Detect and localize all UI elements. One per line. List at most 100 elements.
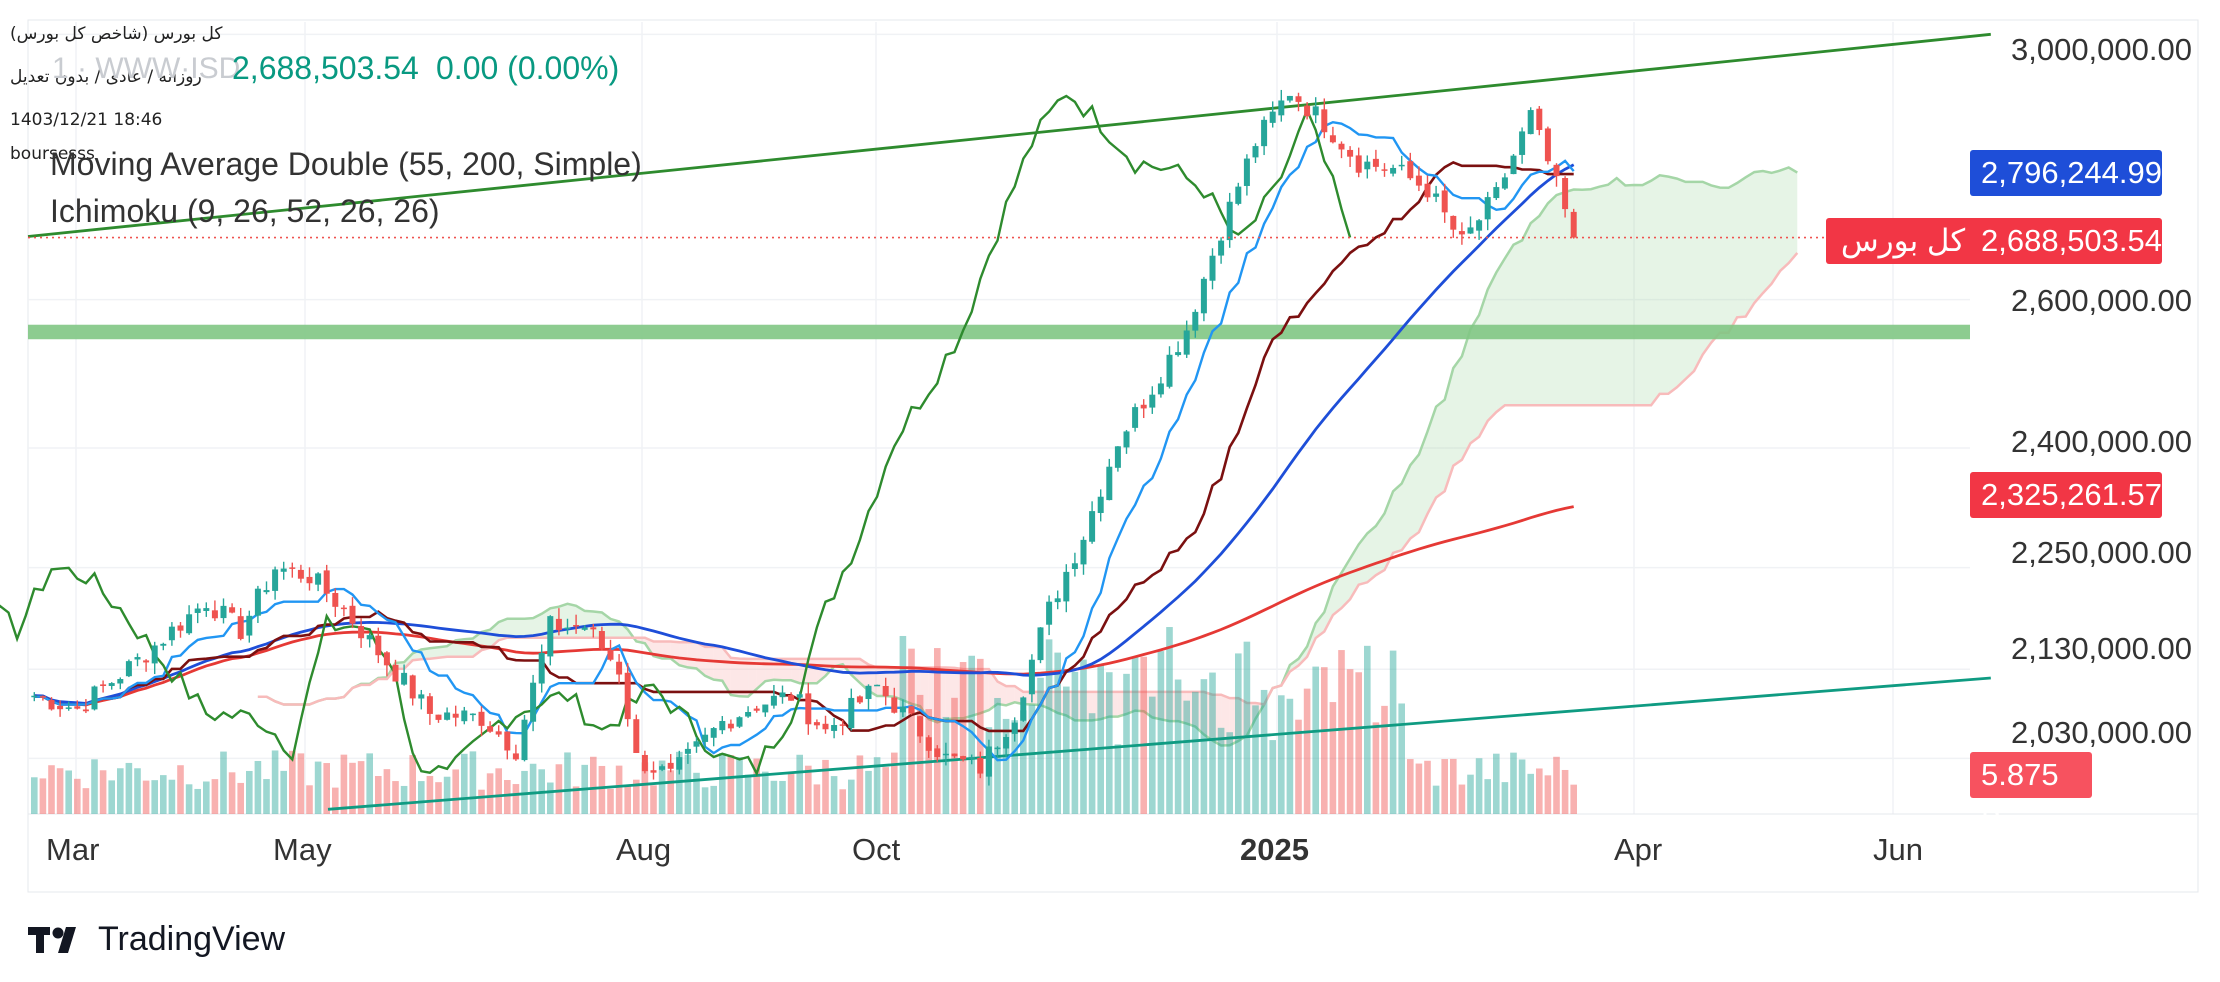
candle-body — [882, 686, 889, 697]
ichimoku-indicator-label[interactable]: Ichimoku (9, 26, 52, 26, 26) — [50, 193, 440, 229]
candle-body — [409, 675, 416, 699]
candle-body — [1235, 186, 1242, 204]
volume-bar — [529, 763, 537, 814]
ichimoku-cloud — [1737, 177, 1746, 318]
volume-bar — [1200, 679, 1208, 814]
volume-bar — [547, 782, 554, 814]
volume-bar — [650, 785, 657, 814]
candle-body — [91, 686, 98, 710]
candle-body — [1252, 146, 1259, 158]
candle-body — [564, 627, 571, 630]
price-tick: 2,400,000.00 — [2010, 424, 2192, 459]
ichimoku-cloud — [1788, 167, 1798, 263]
volume-bar — [1544, 775, 1552, 814]
volume-bar — [478, 789, 485, 814]
price-change-header: 0.00 (0.00%) — [436, 50, 620, 86]
candle-body — [1553, 164, 1560, 177]
candle-body — [1132, 407, 1139, 428]
candle-body — [616, 661, 623, 675]
ichimoku-cloud — [1513, 240, 1523, 406]
candle-body — [521, 719, 528, 761]
volume-bar — [942, 716, 950, 814]
candle-body — [177, 625, 184, 631]
candle-body — [383, 652, 390, 666]
candle-body — [1390, 167, 1397, 174]
price-chart[interactable] — [0, 0, 2220, 900]
candle-body — [1020, 697, 1027, 721]
candle-body — [1166, 354, 1173, 387]
candle-body — [736, 717, 743, 727]
ichimoku-cloud — [963, 669, 972, 719]
candle-body — [710, 728, 717, 738]
candle-body — [31, 695, 38, 698]
volume-bar — [1045, 639, 1053, 814]
candle-body — [547, 616, 554, 657]
candle-body — [100, 684, 107, 686]
ichimoku-cloud — [1694, 181, 1703, 372]
candle-body — [977, 757, 984, 774]
candle-body — [1312, 106, 1319, 116]
volume-bar — [228, 772, 236, 814]
pane-frame — [27, 19, 2199, 893]
volume-bar — [340, 754, 348, 814]
candle-body — [444, 712, 451, 720]
volume-bar — [237, 782, 244, 814]
ichimoku-cloud — [997, 681, 1007, 706]
candle-body — [168, 626, 175, 641]
ichimoku-cloud — [438, 646, 448, 658]
candle-body — [435, 714, 442, 720]
volume-bar — [495, 768, 502, 814]
ichimoku-cloud — [1685, 181, 1695, 380]
volume-bar — [1441, 759, 1448, 814]
ichimoku-cloud — [1238, 698, 1247, 741]
candle-body — [203, 608, 210, 611]
volume-bar — [839, 789, 846, 814]
ichimoku-cloud — [911, 667, 921, 707]
candle-body — [667, 762, 674, 769]
candle-body — [908, 706, 915, 714]
ichimoku-cloud — [1324, 586, 1333, 632]
volume-bar — [211, 779, 219, 814]
candle-body — [994, 747, 1001, 750]
volume-bar — [271, 750, 279, 814]
candle-body — [160, 643, 167, 646]
candle-body — [1372, 158, 1379, 167]
candle-body — [848, 697, 855, 729]
ichimoku-cloud — [1573, 189, 1583, 406]
time-label-apr: Apr — [1614, 832, 1663, 867]
candle-body — [349, 605, 356, 624]
volume-bar — [289, 750, 296, 814]
ma-indicator-label[interactable]: Moving Average Double (55, 200, Simple) — [50, 146, 642, 182]
ichimoku-cloud — [524, 618, 534, 638]
volume-bar — [461, 753, 468, 814]
volume-bar — [1329, 702, 1337, 814]
ichimoku-cloud — [679, 642, 688, 668]
volume-bar — [1561, 769, 1569, 814]
ichimoku-cloud — [928, 667, 938, 723]
ichimoku-cloud — [748, 658, 757, 697]
volume-bar — [39, 778, 47, 814]
volume-bar — [796, 754, 803, 814]
tradingview-logo[interactable]: TradingView — [28, 920, 285, 959]
time-label-mar: Mar — [46, 832, 100, 867]
candle-body — [186, 614, 193, 634]
candle-body — [117, 679, 124, 684]
candle-body — [151, 645, 158, 664]
volume-bar — [934, 648, 941, 814]
volume-bar — [770, 780, 778, 814]
volume-bar — [1269, 740, 1276, 814]
ichimoku-cloud — [1676, 178, 1686, 388]
ichimoku-cloud — [937, 667, 946, 723]
price-tick: 2,250,000.00 — [2010, 535, 2192, 570]
volume-bar — [1226, 732, 1233, 814]
candle-body — [1209, 255, 1216, 281]
candle-body — [211, 610, 218, 619]
volume-bar — [1484, 779, 1491, 814]
trendline-top — [27, 32, 1991, 238]
volume-bar — [1312, 666, 1319, 814]
ichimoku-cloud — [1582, 189, 1591, 406]
volume-bar — [125, 762, 133, 814]
candle-body — [753, 708, 760, 711]
candle-body — [65, 707, 72, 709]
volume-bar — [882, 767, 889, 814]
